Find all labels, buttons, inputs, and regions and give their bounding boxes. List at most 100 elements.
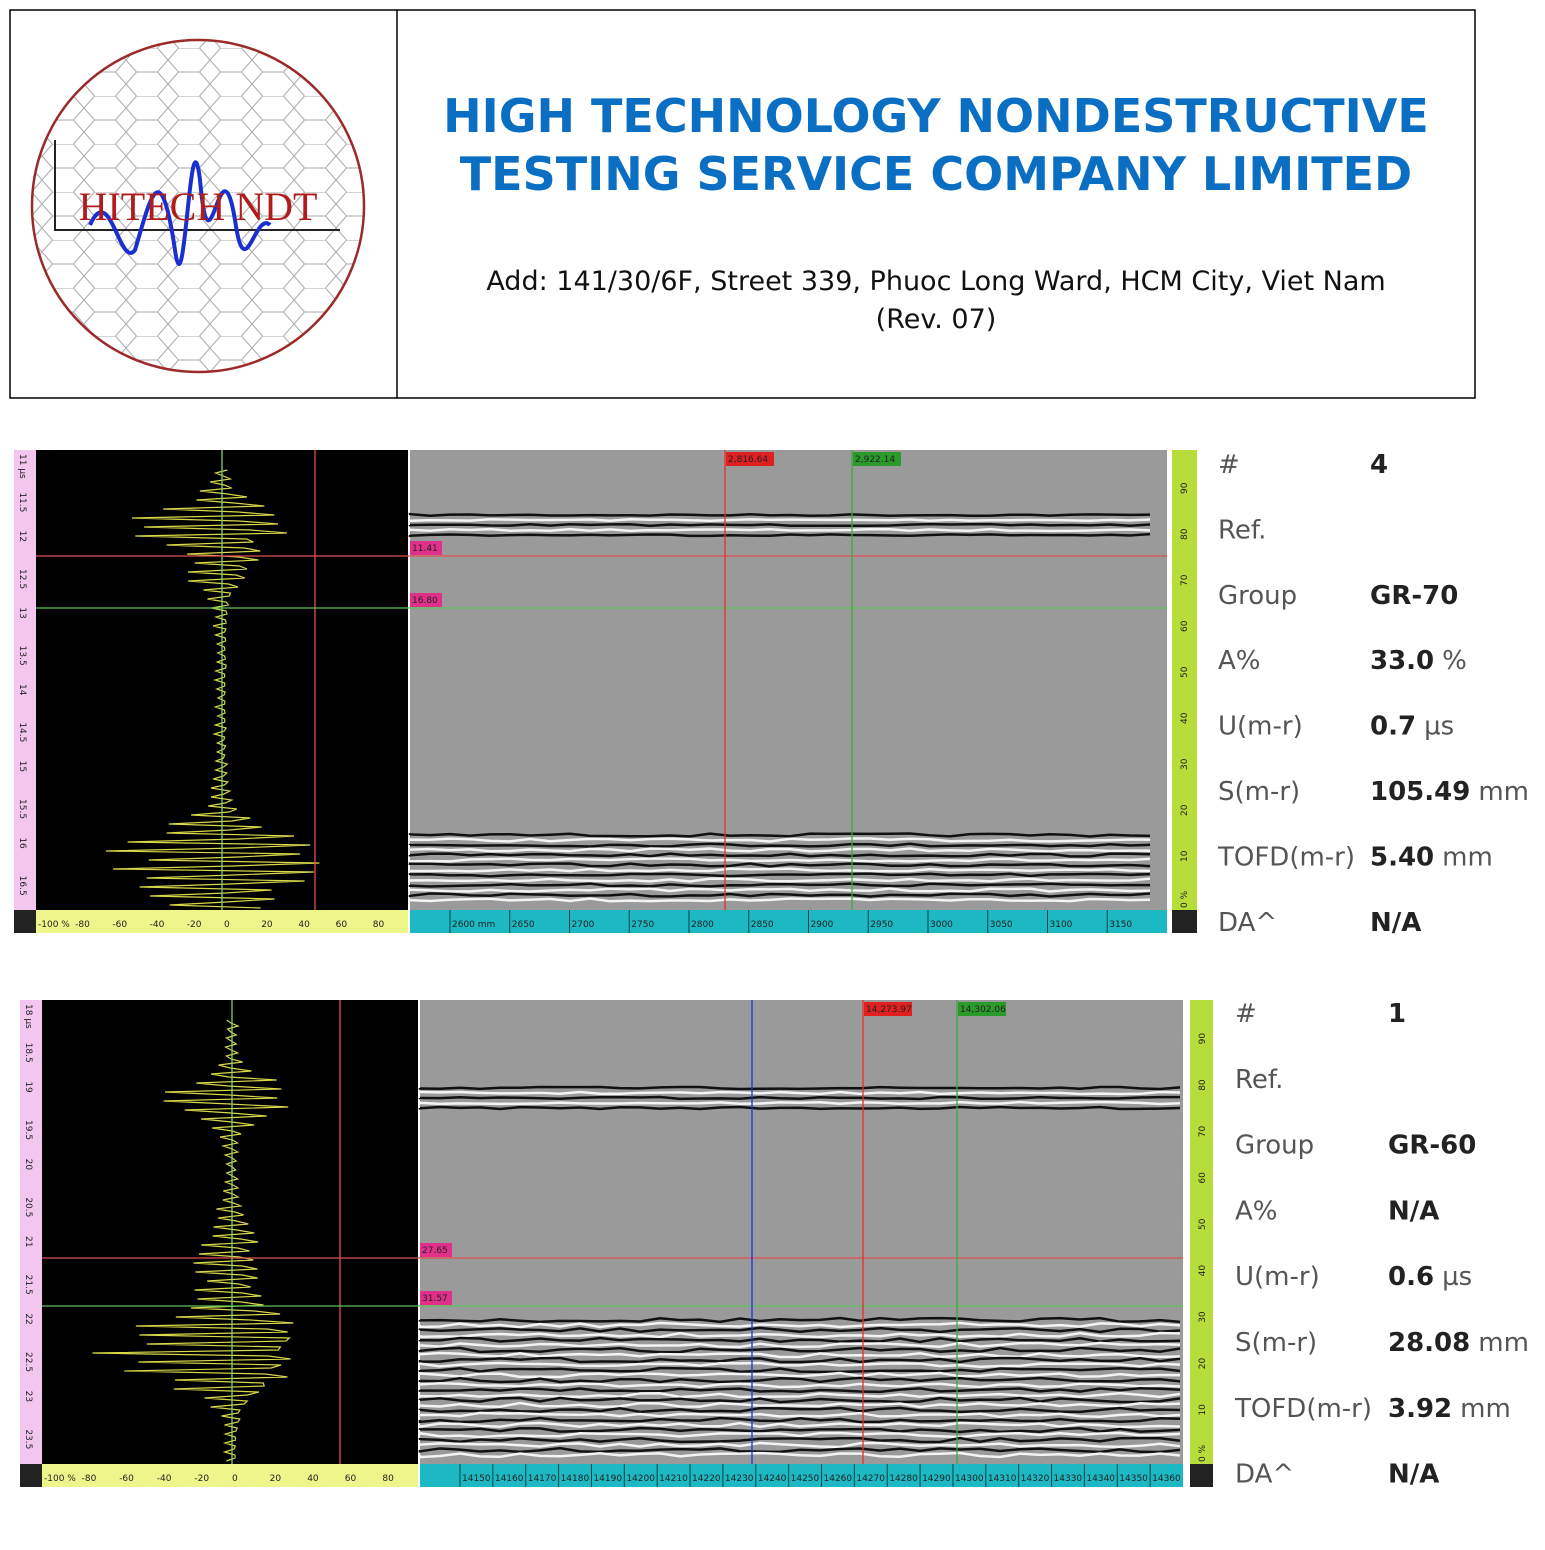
measure-label: TOFD(m-r) xyxy=(1234,1394,1372,1424)
amplitude-tick-label: 0 xyxy=(224,920,230,930)
scan-tick-label: 14240 xyxy=(758,1474,787,1484)
cursor-label: 27.65 xyxy=(422,1246,448,1256)
measure-label: # xyxy=(1235,999,1257,1029)
depth-tick-label: 20 xyxy=(1198,1357,1208,1369)
scan-view: 14,273.97 14,302.06 27.65 31.57 18 µs 18.5 19 1… xyxy=(20,999,1529,1490)
depth-tick-label: 90 xyxy=(1180,482,1190,494)
amplitude-tick-label: 20 xyxy=(270,1474,282,1484)
cursor-tag xyxy=(958,1002,1006,1016)
amplitude-tick-label: -100 % xyxy=(38,920,70,930)
time-tick-label: 21.5 xyxy=(23,1275,33,1295)
measure-value: 1 xyxy=(1388,999,1406,1029)
time-tick-label: 14.5 xyxy=(17,722,27,742)
unit: µs xyxy=(1424,712,1454,742)
scan-tick-label: 2650 xyxy=(512,920,535,930)
b-scan-stripe xyxy=(418,1316,1181,1324)
measure-value: 4 xyxy=(1370,450,1388,480)
b-scan-stripe xyxy=(418,1326,1181,1334)
b-scan-stripe xyxy=(418,1401,1181,1409)
time-tick-label: 23 xyxy=(23,1391,33,1402)
measure-label: S(m-r) xyxy=(1218,777,1300,807)
logo: HITECH NDT xyxy=(30,38,366,374)
amplitude-tick-label: -60 xyxy=(112,920,127,930)
scan-ruler xyxy=(410,910,1167,933)
depth-tick-label: 20 xyxy=(1180,804,1190,816)
measure-label: Ref. xyxy=(1218,515,1266,545)
unit: mm xyxy=(1478,1328,1529,1358)
value: 4 xyxy=(1370,450,1388,480)
value: 33.0 xyxy=(1370,646,1434,676)
scan-tick-label: 3100 xyxy=(1050,920,1073,930)
b-scan-stripe xyxy=(418,1376,1181,1384)
depth-tick-label: 60 xyxy=(1180,620,1190,632)
scan-tick-label: 2700 xyxy=(572,920,595,930)
a-scan-waveform xyxy=(105,469,320,909)
b-scan-stripe xyxy=(418,1446,1181,1454)
b-scan-stripe xyxy=(418,1085,1181,1091)
b-scan-stripe xyxy=(408,842,1151,848)
b-scan-stripe xyxy=(418,1346,1181,1354)
unit: % xyxy=(1442,646,1467,676)
unit: mm xyxy=(1478,777,1529,807)
value: 0.7 xyxy=(1370,712,1416,742)
amplitude-tick-label: 40 xyxy=(307,1474,319,1484)
b-scan-stripe xyxy=(418,1436,1181,1444)
cursor-label: 2,922.14 xyxy=(855,455,895,465)
b-scan-stripe xyxy=(408,527,1151,533)
time-tick-label: 22.5 xyxy=(23,1352,33,1372)
cursor-label: 31.57 xyxy=(422,1294,448,1304)
b-scan-stripe xyxy=(418,1416,1181,1424)
time-tick-label: 16.5 xyxy=(17,876,27,896)
scan-tick-label: 14310 xyxy=(988,1474,1017,1484)
value: 0.6 xyxy=(1388,1262,1434,1292)
b-scan-stripe xyxy=(418,1321,1181,1329)
time-tick-label: 11 µs xyxy=(17,454,27,479)
scan-tick-label: 14170 xyxy=(528,1474,557,1484)
measure-value: N/A xyxy=(1388,1196,1439,1226)
logo-axes xyxy=(54,140,340,231)
b-scan-stripe xyxy=(418,1351,1181,1359)
amplitude-tick-label: -80 xyxy=(75,920,90,930)
time-tick-label: 15 xyxy=(17,761,27,772)
time-tick-label: 20.5 xyxy=(23,1197,33,1217)
measure-value: GR-70 xyxy=(1370,581,1458,611)
depth-tick-label: 90 xyxy=(1198,1033,1208,1045)
b-scan-stripe xyxy=(408,862,1151,868)
b-scan-stripe xyxy=(418,1411,1181,1419)
b-scan-stripe xyxy=(418,1371,1181,1379)
scan-tick-label: 2800 xyxy=(691,920,714,930)
scan-tick-label: 14290 xyxy=(922,1474,951,1484)
measure-label: S(m-r) xyxy=(1235,1328,1317,1358)
time-tick-label: 23.5 xyxy=(23,1429,33,1449)
amplitude-tick-label: 40 xyxy=(298,920,310,930)
time-tick-label: 21 xyxy=(23,1236,33,1247)
cursor-tag xyxy=(864,1002,912,1016)
amplitude-tick-label: 80 xyxy=(373,920,385,930)
b-scan-stripe xyxy=(408,887,1151,893)
scan-tick-label: 2950 xyxy=(870,920,893,930)
scan-tick-label: 3150 xyxy=(1109,920,1132,930)
scan-tick-label: 14190 xyxy=(593,1474,622,1484)
b-scan-stripe xyxy=(408,882,1151,888)
amplitude-tick-label: -60 xyxy=(119,1474,134,1484)
depth-ruler xyxy=(1172,450,1197,910)
b-scan-stripe xyxy=(408,867,1151,873)
b-scan-stripe xyxy=(408,897,1151,903)
value: GR-60 xyxy=(1388,1131,1476,1161)
measure-label: U(m-r) xyxy=(1218,712,1303,742)
corner xyxy=(14,910,36,933)
scan-tick-label: 14350 xyxy=(1119,1474,1148,1484)
scan-tick-label: 14320 xyxy=(1021,1474,1050,1484)
cursor-tag xyxy=(420,1243,452,1257)
b-scan-stripe xyxy=(418,1100,1181,1106)
company-name: HIGH TECHNOLOGY NONDESTRUCTIVE xyxy=(443,89,1429,143)
value: 5.40 xyxy=(1370,842,1434,872)
unit: mm xyxy=(1442,842,1493,872)
logo-text: HITECH NDT xyxy=(79,184,318,229)
corner xyxy=(1172,910,1197,933)
scan-tick-label: 3050 xyxy=(990,920,1013,930)
b-scan-stripe xyxy=(408,522,1151,528)
unit: µs xyxy=(1442,1262,1472,1292)
b-scan-stripe xyxy=(418,1361,1181,1369)
depth-tick-label: 30 xyxy=(1180,758,1190,770)
